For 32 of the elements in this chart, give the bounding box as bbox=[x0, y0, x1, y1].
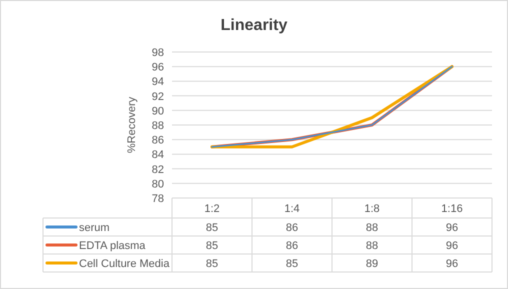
data-label: 85 bbox=[206, 240, 218, 252]
data-label: 88 bbox=[366, 240, 378, 252]
y-tick-label: 90 bbox=[152, 105, 164, 118]
y-tick-label: 84 bbox=[152, 149, 164, 162]
data-label: 86 bbox=[286, 240, 298, 252]
x-tick-label: 1:2 bbox=[204, 203, 220, 215]
y-tick-label: 98 bbox=[152, 47, 164, 59]
y-tick-label: 96 bbox=[152, 62, 164, 74]
data-label: 86 bbox=[286, 222, 298, 234]
y-tick-label: 88 bbox=[152, 120, 164, 132]
legend-label: EDTA plasma bbox=[79, 240, 146, 252]
data-label: 96 bbox=[446, 240, 458, 252]
legend-label: serum bbox=[79, 222, 110, 234]
legend-label: Cell Culture Media bbox=[79, 258, 170, 270]
x-tick-label: 1:16 bbox=[441, 203, 463, 215]
data-label: 96 bbox=[446, 258, 458, 270]
chart-title: Linearity bbox=[220, 17, 288, 34]
data-label: 96 bbox=[446, 222, 458, 234]
y-tick-label: 78 bbox=[152, 193, 164, 205]
data-label: 89 bbox=[366, 258, 378, 270]
data-label: 85 bbox=[286, 258, 298, 270]
data-label: 85 bbox=[206, 258, 218, 270]
y-tick-label: 86 bbox=[152, 134, 164, 147]
y-tick-label: 94 bbox=[152, 76, 164, 88]
y-tick-label: 92 bbox=[152, 90, 164, 103]
y-axis-title: %Recovery bbox=[126, 96, 138, 154]
data-label: 85 bbox=[206, 222, 218, 234]
x-tick-label: 1:8 bbox=[364, 203, 380, 215]
data-label: 88 bbox=[366, 222, 378, 234]
y-tick-label: 80 bbox=[152, 178, 164, 190]
y-tick-label: 82 bbox=[152, 164, 164, 176]
x-tick-label: 1:4 bbox=[284, 203, 300, 215]
